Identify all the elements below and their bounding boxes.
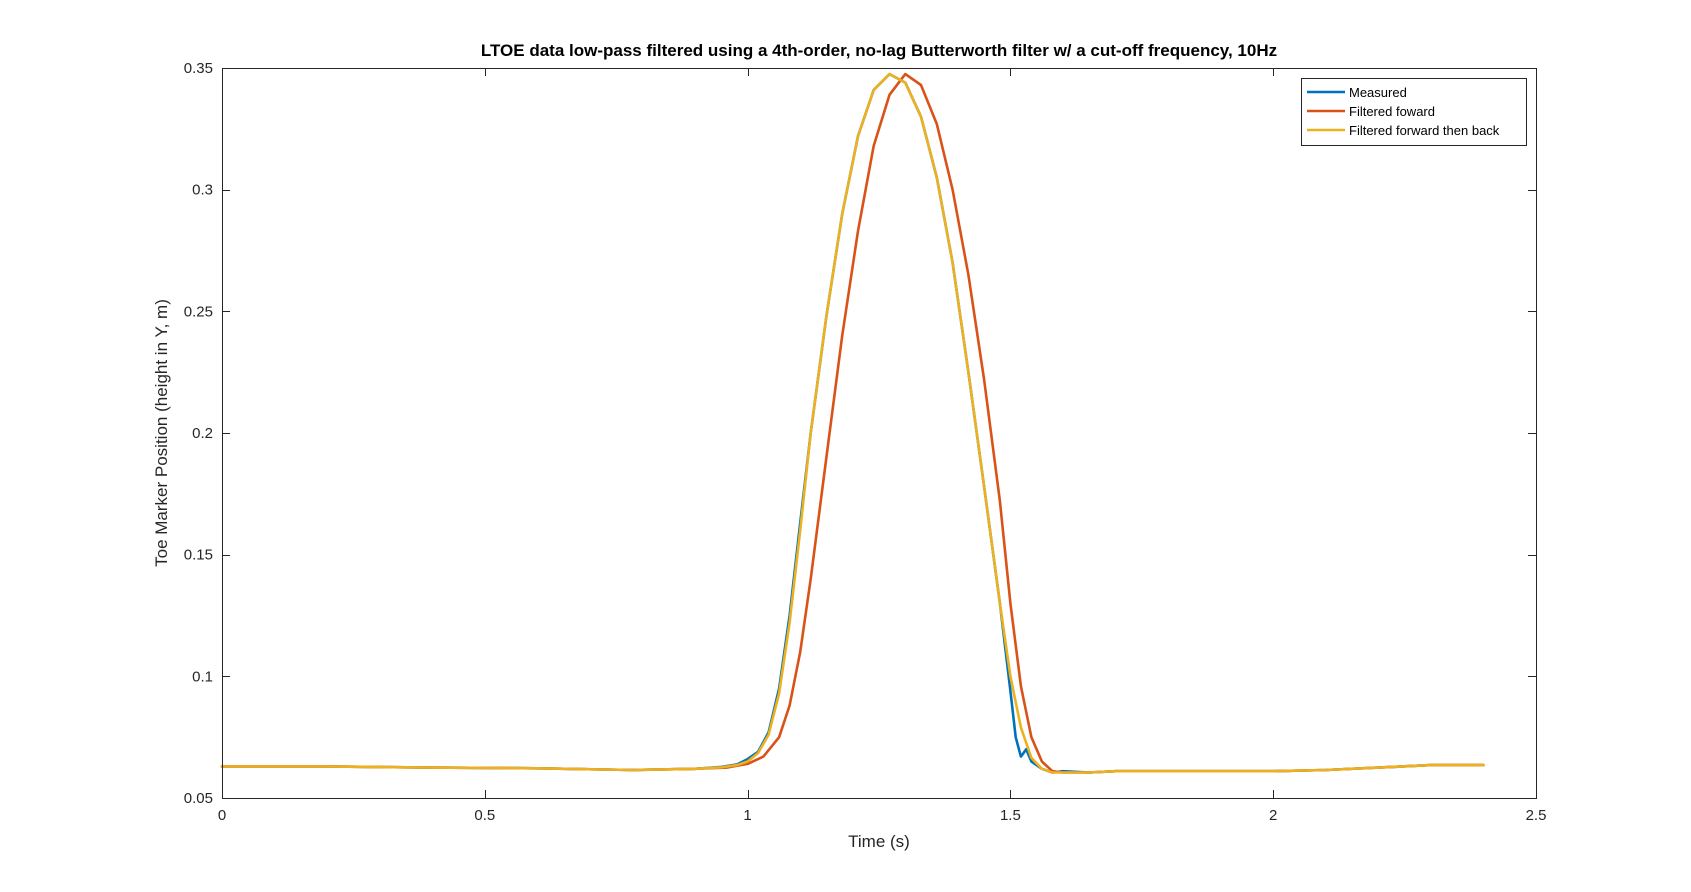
x-tick-label: 2	[1269, 807, 1277, 824]
y-tick-label: 0.2	[192, 425, 213, 442]
tick-layer: 0 0.5 1 1.5 2 2.5 0.05 0.1 0.15 0.2 0.25 0.3 0.35	[184, 60, 1547, 824]
plot-area	[222, 68, 1536, 798]
x-tick-label: 2.5	[1526, 807, 1547, 824]
x-tick-label: 0.5	[474, 807, 495, 824]
legend-label-2: Filtered foward	[1349, 104, 1435, 119]
y-tick-label: 0.3	[192, 182, 213, 199]
x-tick-label: 1.5	[1000, 807, 1021, 824]
y-tick-label: 0.25	[184, 303, 213, 320]
y-tick-label: 0.35	[184, 60, 213, 77]
chart-title: LTOE data low-pass filtered using a 4th-…	[481, 41, 1277, 60]
x-tick-label: 0	[218, 807, 226, 824]
y-tick-label: 0.15	[184, 547, 213, 564]
x-axis-label: Time (s)	[848, 832, 910, 851]
legend: Measured Filtered foward Filtered forward …	[1301, 78, 1527, 146]
x-tick-label: 1	[743, 807, 751, 824]
legend-label-3: Filtered forward then back	[1349, 123, 1500, 138]
series-layer	[220, 72, 1485, 774]
y-tick-label: 0.05	[184, 790, 213, 807]
y-axis-label: Toe Marker Position (height in Y, m)	[152, 299, 171, 567]
series-line-3	[220, 72, 1485, 774]
y-tick-label: 0.1	[192, 668, 213, 685]
legend-label-1: Measured	[1349, 85, 1407, 100]
